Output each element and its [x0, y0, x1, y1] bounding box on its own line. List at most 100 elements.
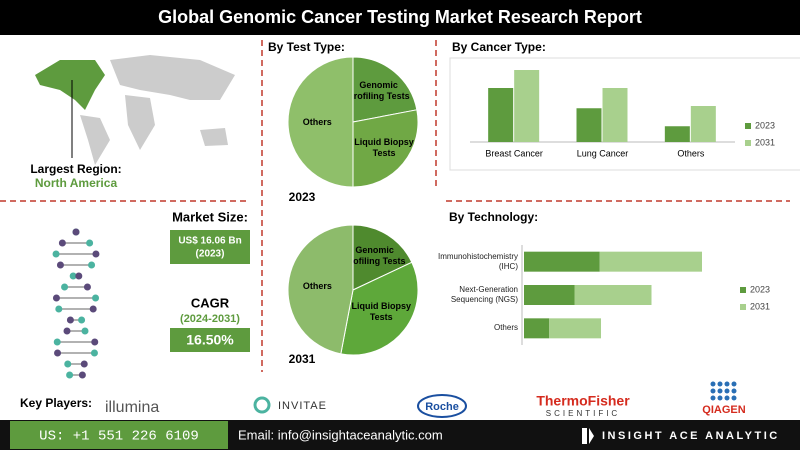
pie-slice: [287, 56, 354, 188]
player: Roche: [425, 401, 459, 413]
player: SCIENTIFIC: [546, 409, 620, 418]
bar: [514, 70, 540, 142]
dna-dot: [54, 349, 62, 357]
dna-dot: [52, 250, 60, 258]
dna-dot: [80, 360, 88, 368]
market-size-value: US$ 16.06 Bn: [178, 236, 241, 247]
y-tick-label: Next-Generation Sequencing (NGS): [450, 285, 518, 304]
market-size-box: [170, 230, 250, 264]
bar: [524, 285, 575, 305]
pie-label: Others: [302, 281, 332, 292]
region-label: Largest Region:: [30, 162, 121, 176]
dna-dot: [63, 327, 71, 335]
chart-title: By Cancer Type:: [452, 40, 546, 54]
y-tick-label-box: Next-Generation Sequencing (NGS): [450, 285, 518, 304]
pie-label-box: Others: [302, 281, 332, 292]
dna-dot: [92, 250, 100, 258]
dna-dot: [52, 294, 60, 302]
x-tick-label: Others: [677, 148, 705, 158]
dna-dot: [64, 360, 72, 368]
x-tick-label: Lung Cancer: [577, 148, 629, 158]
dna-dot: [61, 283, 69, 291]
dna-dot: [69, 272, 77, 280]
invitae-icon: [253, 396, 271, 414]
key-players-label: Key Players:: [20, 396, 92, 410]
dna-dot: [88, 261, 96, 269]
y-tick-label-box: Others: [493, 323, 518, 333]
pie-slice: [352, 224, 413, 291]
dna-dot: [53, 338, 61, 346]
dna-dot: [78, 316, 86, 324]
pie-slice: [352, 56, 418, 123]
bar: [602, 88, 628, 142]
title-bar: [0, 0, 800, 35]
bar: [599, 251, 702, 272]
dna-dot: [91, 338, 99, 346]
cagr-period: (2024-2031): [180, 313, 240, 325]
dna-dot: [75, 272, 83, 280]
y-tick-label: Others: [493, 323, 518, 333]
dna-dot: [92, 294, 100, 302]
legend-swatch: [740, 304, 746, 310]
roche-icon: [417, 394, 467, 418]
bar: [576, 108, 602, 142]
pie-slice: [287, 224, 354, 355]
pie-label-box: Genomic Profiling Tests: [344, 245, 406, 266]
y-tick-label: Immunohistochemistry (IHC): [437, 251, 518, 271]
chart-title: By Test Type:: [268, 40, 345, 54]
legend-swatch: [745, 123, 751, 129]
bar: [574, 285, 652, 305]
pie-label-box: Genomic Profiling Tests: [347, 79, 410, 101]
dividers: [0, 40, 790, 372]
chart-subtitle: 2031: [289, 352, 316, 366]
market-size-label: Market Size:: [172, 209, 248, 224]
bar: [524, 318, 550, 339]
map: [35, 55, 235, 165]
brand-icon: [582, 428, 594, 444]
dna-dot: [56, 261, 64, 269]
cagr-label: CAGR: [191, 295, 230, 310]
dna-dot: [86, 239, 94, 247]
dna-dot: [81, 327, 89, 335]
player: INVITAE: [278, 400, 327, 412]
dna-icon: [52, 228, 100, 379]
dna-dot: [66, 316, 74, 324]
legend-label: 2031: [750, 301, 770, 311]
qiagen-icon: [710, 381, 737, 401]
phone: US: +1 551 226 6109: [39, 429, 199, 445]
brand: INSIGHT ACE ANALYTIC: [602, 430, 780, 442]
cagr-box: [170, 328, 250, 352]
pie-label-box: Liquid Biopsy Tests: [354, 136, 414, 158]
pie-label: Others: [302, 116, 332, 127]
chart-title: By Technology:: [449, 210, 538, 224]
bar: [524, 251, 600, 272]
pie-label: Liquid Biopsy Tests: [354, 136, 414, 158]
dna-dot: [83, 283, 91, 291]
dna-dot: [66, 371, 74, 379]
pie-label-box: Liquid Biopsy Tests: [351, 300, 411, 322]
dna-dot: [58, 239, 66, 247]
pie-label-box: Others: [302, 116, 332, 127]
player: ThermoFisher: [536, 393, 630, 409]
legend-swatch: [740, 287, 746, 293]
bar: [488, 88, 514, 142]
title: Global Genomic Cancer Testing Market Res…: [158, 7, 642, 27]
legend-label: 2023: [755, 120, 775, 130]
dna-dot: [55, 305, 63, 313]
x-tick-label: Breast Cancer: [485, 148, 543, 158]
bar: [664, 126, 690, 142]
pie-label: Genomic Profiling Tests: [347, 79, 410, 101]
phone-box: [10, 421, 228, 449]
dna-dot: [72, 228, 80, 236]
chart-subtitle: 2023: [289, 190, 316, 204]
region-value: North America: [35, 176, 118, 190]
bar: [549, 318, 602, 339]
pie-slice: [352, 109, 419, 188]
market-size-year: (2023): [196, 249, 225, 260]
pie-label: Liquid Biopsy Tests: [351, 300, 411, 322]
pie-slice: [340, 261, 419, 356]
player: illumina: [105, 399, 159, 416]
legend-swatch: [745, 140, 751, 146]
email: Email: info@insightaceanalytic.com: [238, 427, 443, 442]
dna-dot: [89, 305, 97, 313]
